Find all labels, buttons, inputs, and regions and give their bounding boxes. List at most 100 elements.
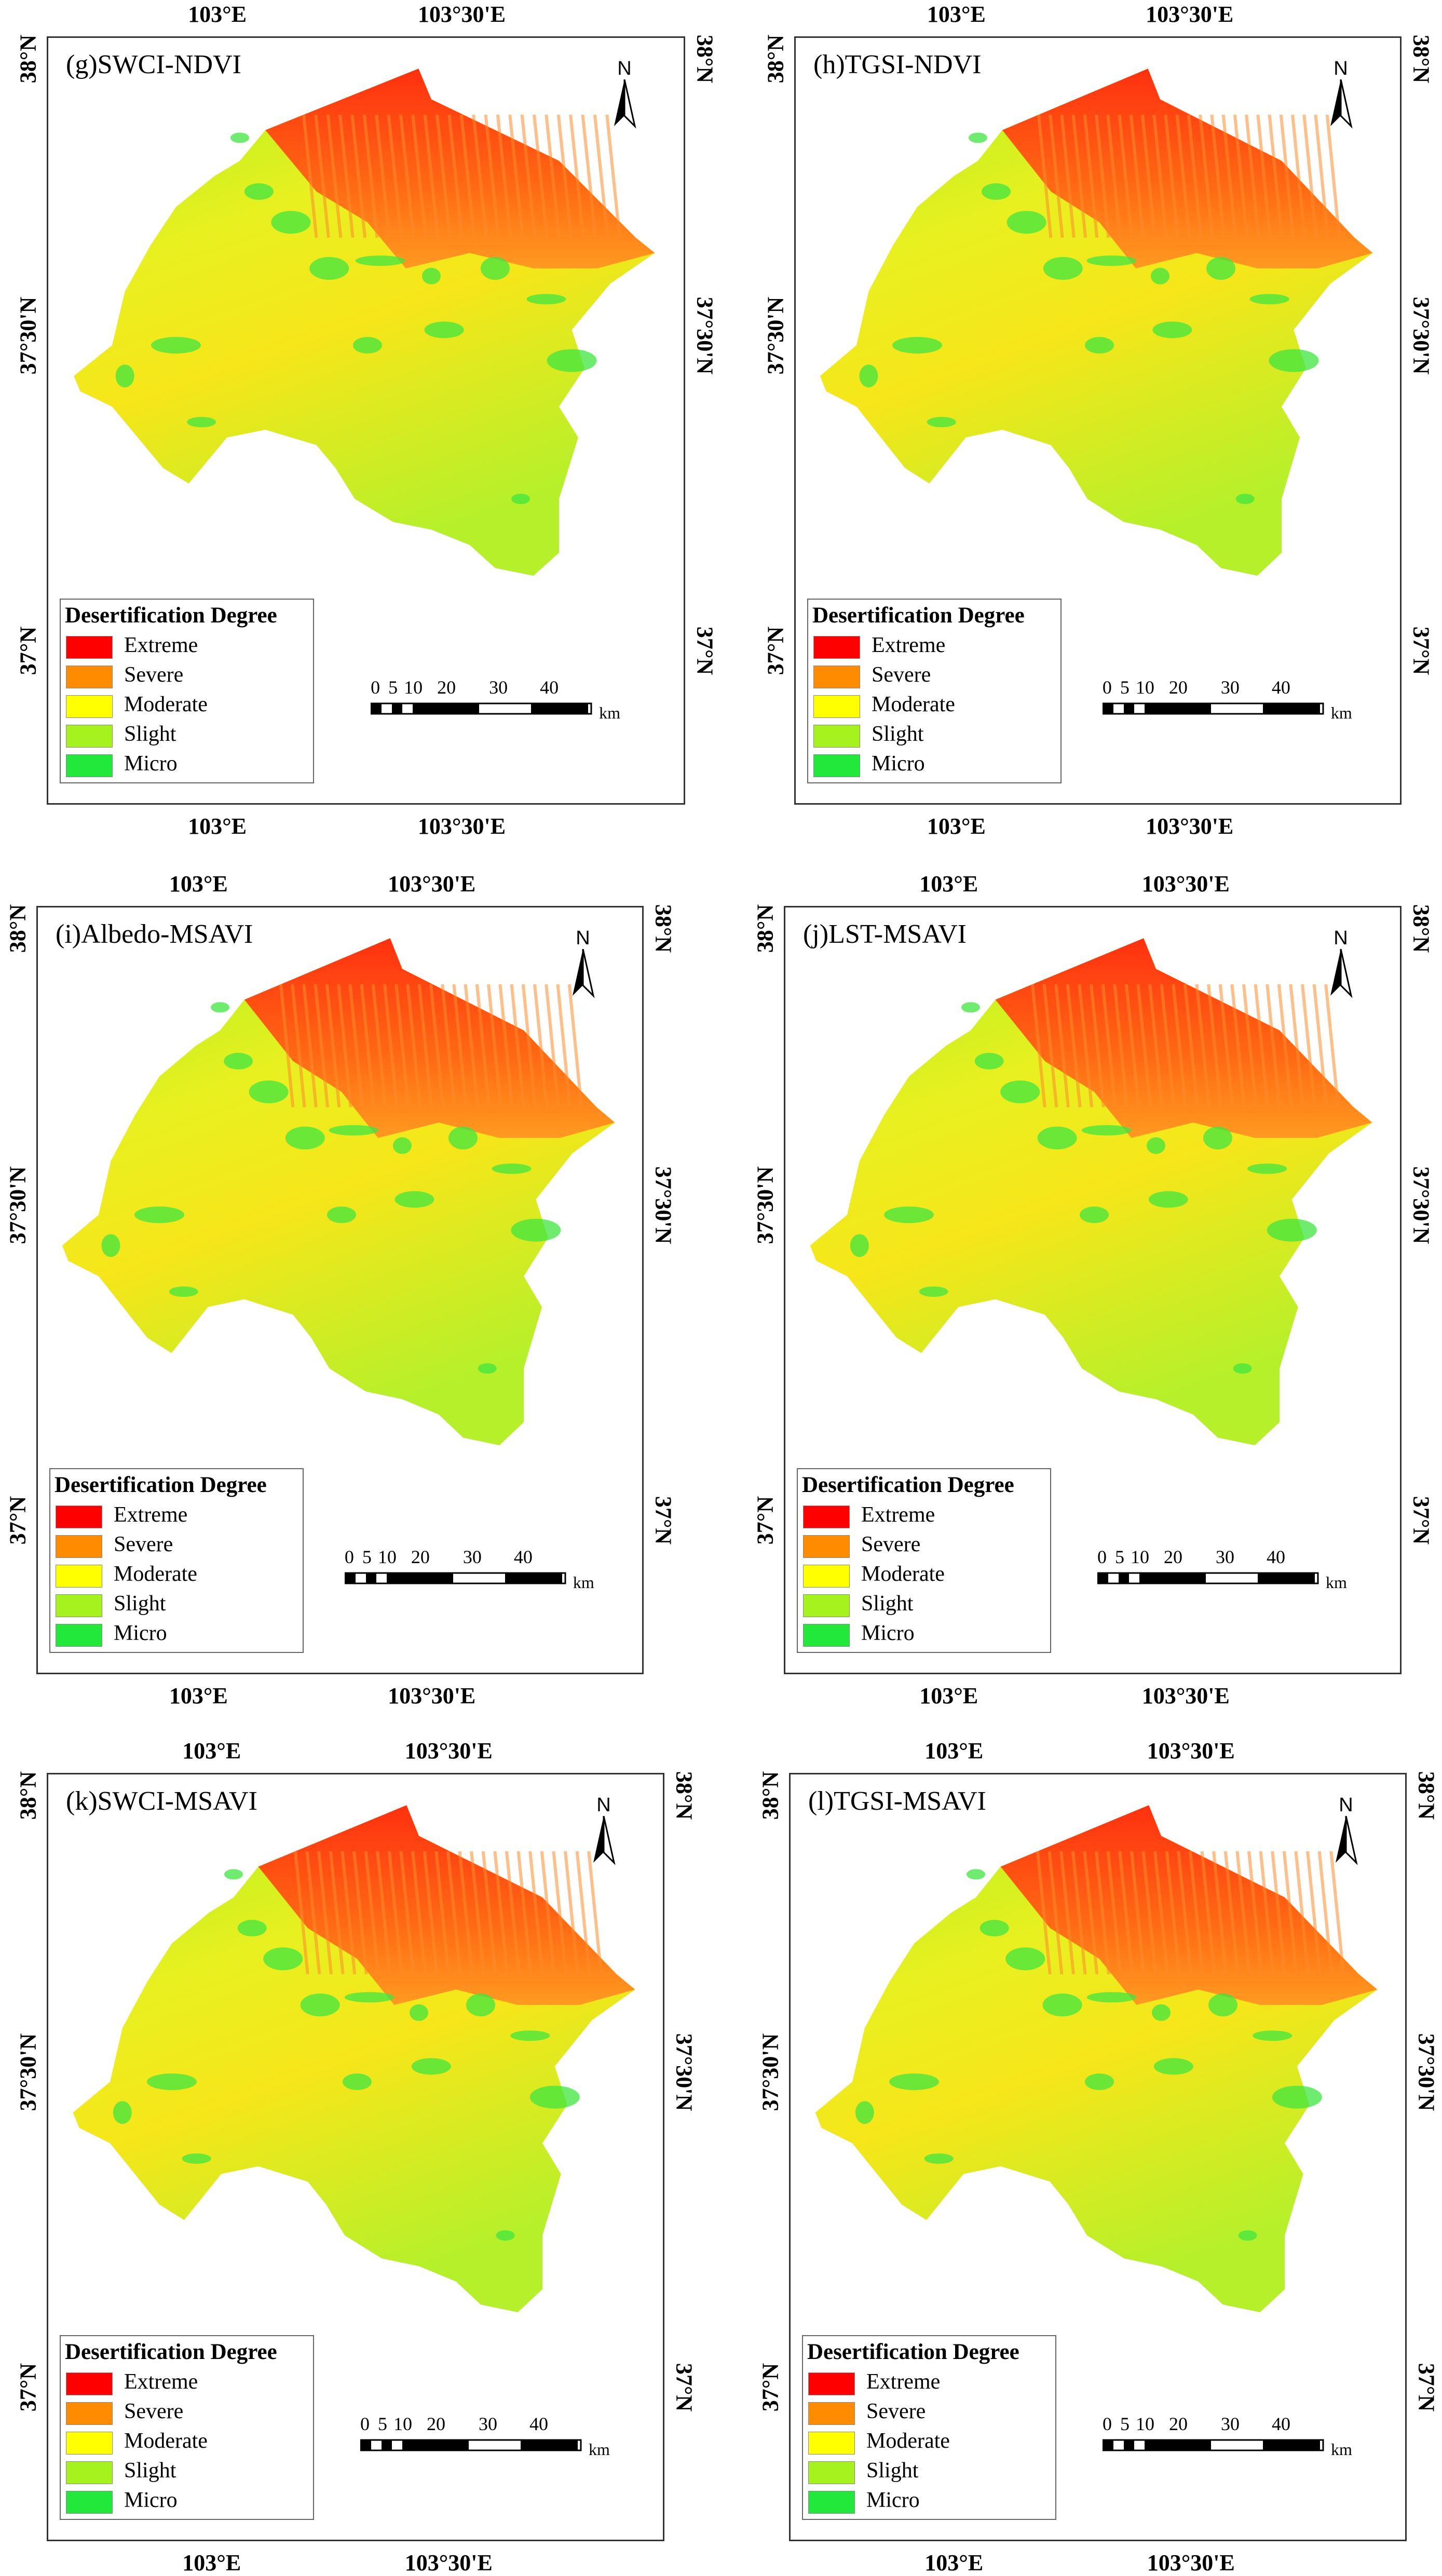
dune-streak bbox=[528, 1851, 544, 1975]
dune-streak bbox=[556, 114, 573, 238]
lat-label-right: 37°30'N bbox=[1408, 296, 1434, 375]
scale-bar-graphic bbox=[1097, 1572, 1319, 1584]
dune-streak bbox=[1095, 114, 1110, 238]
lat-label-right: 37°N bbox=[1413, 2363, 1439, 2412]
dune-streak bbox=[1200, 1851, 1216, 1975]
dune-streak bbox=[302, 984, 318, 1108]
lat-label-left: 38°N bbox=[752, 904, 778, 953]
dune-streak bbox=[423, 1851, 439, 1975]
oasis-patch bbox=[511, 494, 530, 504]
scale-label: 30 bbox=[1215, 1547, 1234, 1567]
dune-streak bbox=[1164, 114, 1179, 238]
oasis-patch bbox=[1085, 2073, 1114, 2090]
map-panel-l: 103°E 103°E 103°30'E 103°30'E 38°N 38°N 37°30'… bbox=[721, 1718, 1442, 2575]
dune-streak bbox=[521, 984, 537, 1108]
lon-label-bottom: 103°E bbox=[169, 1683, 228, 1709]
legend-label: Slight bbox=[114, 1592, 166, 1616]
oasis-patch bbox=[187, 417, 216, 427]
lon-label-bottom: 103°E bbox=[188, 814, 247, 839]
dune-streak bbox=[1059, 1851, 1076, 1975]
oasis-patch bbox=[980, 1920, 1009, 1936]
dune-streak bbox=[487, 984, 502, 1108]
map-frame: (i)Albedo-MSAVI N Desertification Degree Ex… bbox=[36, 906, 644, 1674]
oasis-patch bbox=[353, 337, 382, 354]
oasis-patch bbox=[1208, 1994, 1237, 2016]
lon-label-top: 103°E bbox=[927, 2, 986, 27]
dune-streak bbox=[360, 984, 375, 1108]
lat-label-right: 38°N bbox=[1408, 904, 1434, 953]
scale-label: 0 bbox=[1097, 1547, 1107, 1567]
dune-streak bbox=[1172, 984, 1188, 1108]
dune-streak bbox=[302, 114, 318, 238]
dune-streak bbox=[1101, 984, 1117, 1108]
scale-unit: km bbox=[588, 2440, 610, 2459]
oasis-patch bbox=[410, 2004, 428, 2021]
legend-label: Extreme bbox=[872, 633, 946, 657]
dune-streak bbox=[1141, 1851, 1158, 1975]
oasis-patch bbox=[884, 1206, 934, 1223]
legend-swatch bbox=[808, 2372, 855, 2395]
dune-streak bbox=[417, 984, 433, 1108]
dune-streak bbox=[520, 114, 537, 238]
oasis-patch bbox=[974, 1053, 1004, 1069]
lon-label-bottom: 103°E bbox=[182, 2550, 241, 2575]
scale-label: 20 bbox=[437, 677, 456, 698]
dune-streak bbox=[446, 1851, 462, 1975]
lat-label-right: 38°N bbox=[650, 904, 676, 953]
dune-streak bbox=[294, 1851, 309, 1975]
oasis-patch bbox=[182, 2153, 211, 2164]
legend-label: Moderate bbox=[124, 2429, 208, 2453]
oasis-patch bbox=[529, 2085, 580, 2109]
lat-label-right: 37°N bbox=[1408, 626, 1434, 675]
scale-label: 30 bbox=[478, 2414, 497, 2434]
lon-label-top: 103°E bbox=[924, 1738, 984, 1764]
lon-label-top: 103°30'E bbox=[417, 2, 506, 27]
scale-bar-graphic bbox=[1102, 702, 1324, 715]
dune-streak bbox=[1271, 1851, 1286, 1975]
legend-swatch bbox=[66, 754, 113, 777]
dune-streak bbox=[291, 984, 306, 1108]
legend-swatch bbox=[808, 2402, 855, 2425]
oasis-patch bbox=[230, 132, 249, 143]
lat-label-left: 37°30'N bbox=[15, 296, 41, 375]
lat-label-left: 37°30'N bbox=[752, 1166, 778, 1244]
dune-streak bbox=[533, 984, 549, 1108]
map-panel-g: 103°E 103°E 103°30'E 103°30'E 38°N 38°N 37°30'… bbox=[0, 0, 721, 857]
legend-label: Micro bbox=[866, 2488, 920, 2512]
dune-streak bbox=[314, 984, 330, 1108]
dune-streak bbox=[1230, 984, 1246, 1108]
dune-streak bbox=[1175, 114, 1191, 238]
oasis-patch bbox=[285, 1127, 325, 1149]
map-frame: (g)SWCI-NDVI N Desertification Degree Extre… bbox=[47, 36, 685, 805]
dune-streak bbox=[1207, 984, 1222, 1108]
legend-label: Micro bbox=[124, 2488, 178, 2512]
oasis-patch bbox=[1253, 2030, 1293, 2041]
legend-label: Severe bbox=[861, 1533, 921, 1556]
dune-streak bbox=[496, 114, 512, 238]
dune-streak bbox=[564, 1851, 579, 1975]
dune-streak bbox=[1071, 114, 1087, 238]
oasis-patch bbox=[889, 2073, 939, 2090]
oasis-patch bbox=[224, 1053, 253, 1069]
lon-label-bottom: 103°E bbox=[919, 1683, 978, 1709]
dune-streak bbox=[1066, 984, 1082, 1108]
dune-streak bbox=[556, 984, 572, 1108]
oasis-patch bbox=[859, 364, 878, 388]
legend-label: Moderate bbox=[114, 1562, 197, 1586]
dune-streak bbox=[314, 114, 330, 238]
dune-streak bbox=[362, 114, 379, 238]
dune-streak bbox=[1177, 1851, 1193, 1975]
north-arrow: N bbox=[1325, 1794, 1367, 1865]
dune-streak bbox=[341, 1851, 357, 1975]
oasis-patch bbox=[1249, 294, 1289, 305]
dune-streak bbox=[1129, 114, 1145, 238]
scale-bar: 0 5 10 20 30 40 km bbox=[1102, 2413, 1352, 2460]
dune-streak bbox=[593, 114, 609, 238]
dune-streak bbox=[1306, 1851, 1322, 1975]
dune-streak bbox=[1078, 984, 1094, 1108]
scale-label: 5 bbox=[377, 2414, 387, 2434]
lon-label-top: 103°E bbox=[182, 1738, 241, 1764]
legend: Desertification Degree Extreme Severe Moder… bbox=[60, 2335, 314, 2520]
legend-swatch bbox=[808, 2432, 855, 2455]
dune-streak bbox=[371, 984, 387, 1108]
